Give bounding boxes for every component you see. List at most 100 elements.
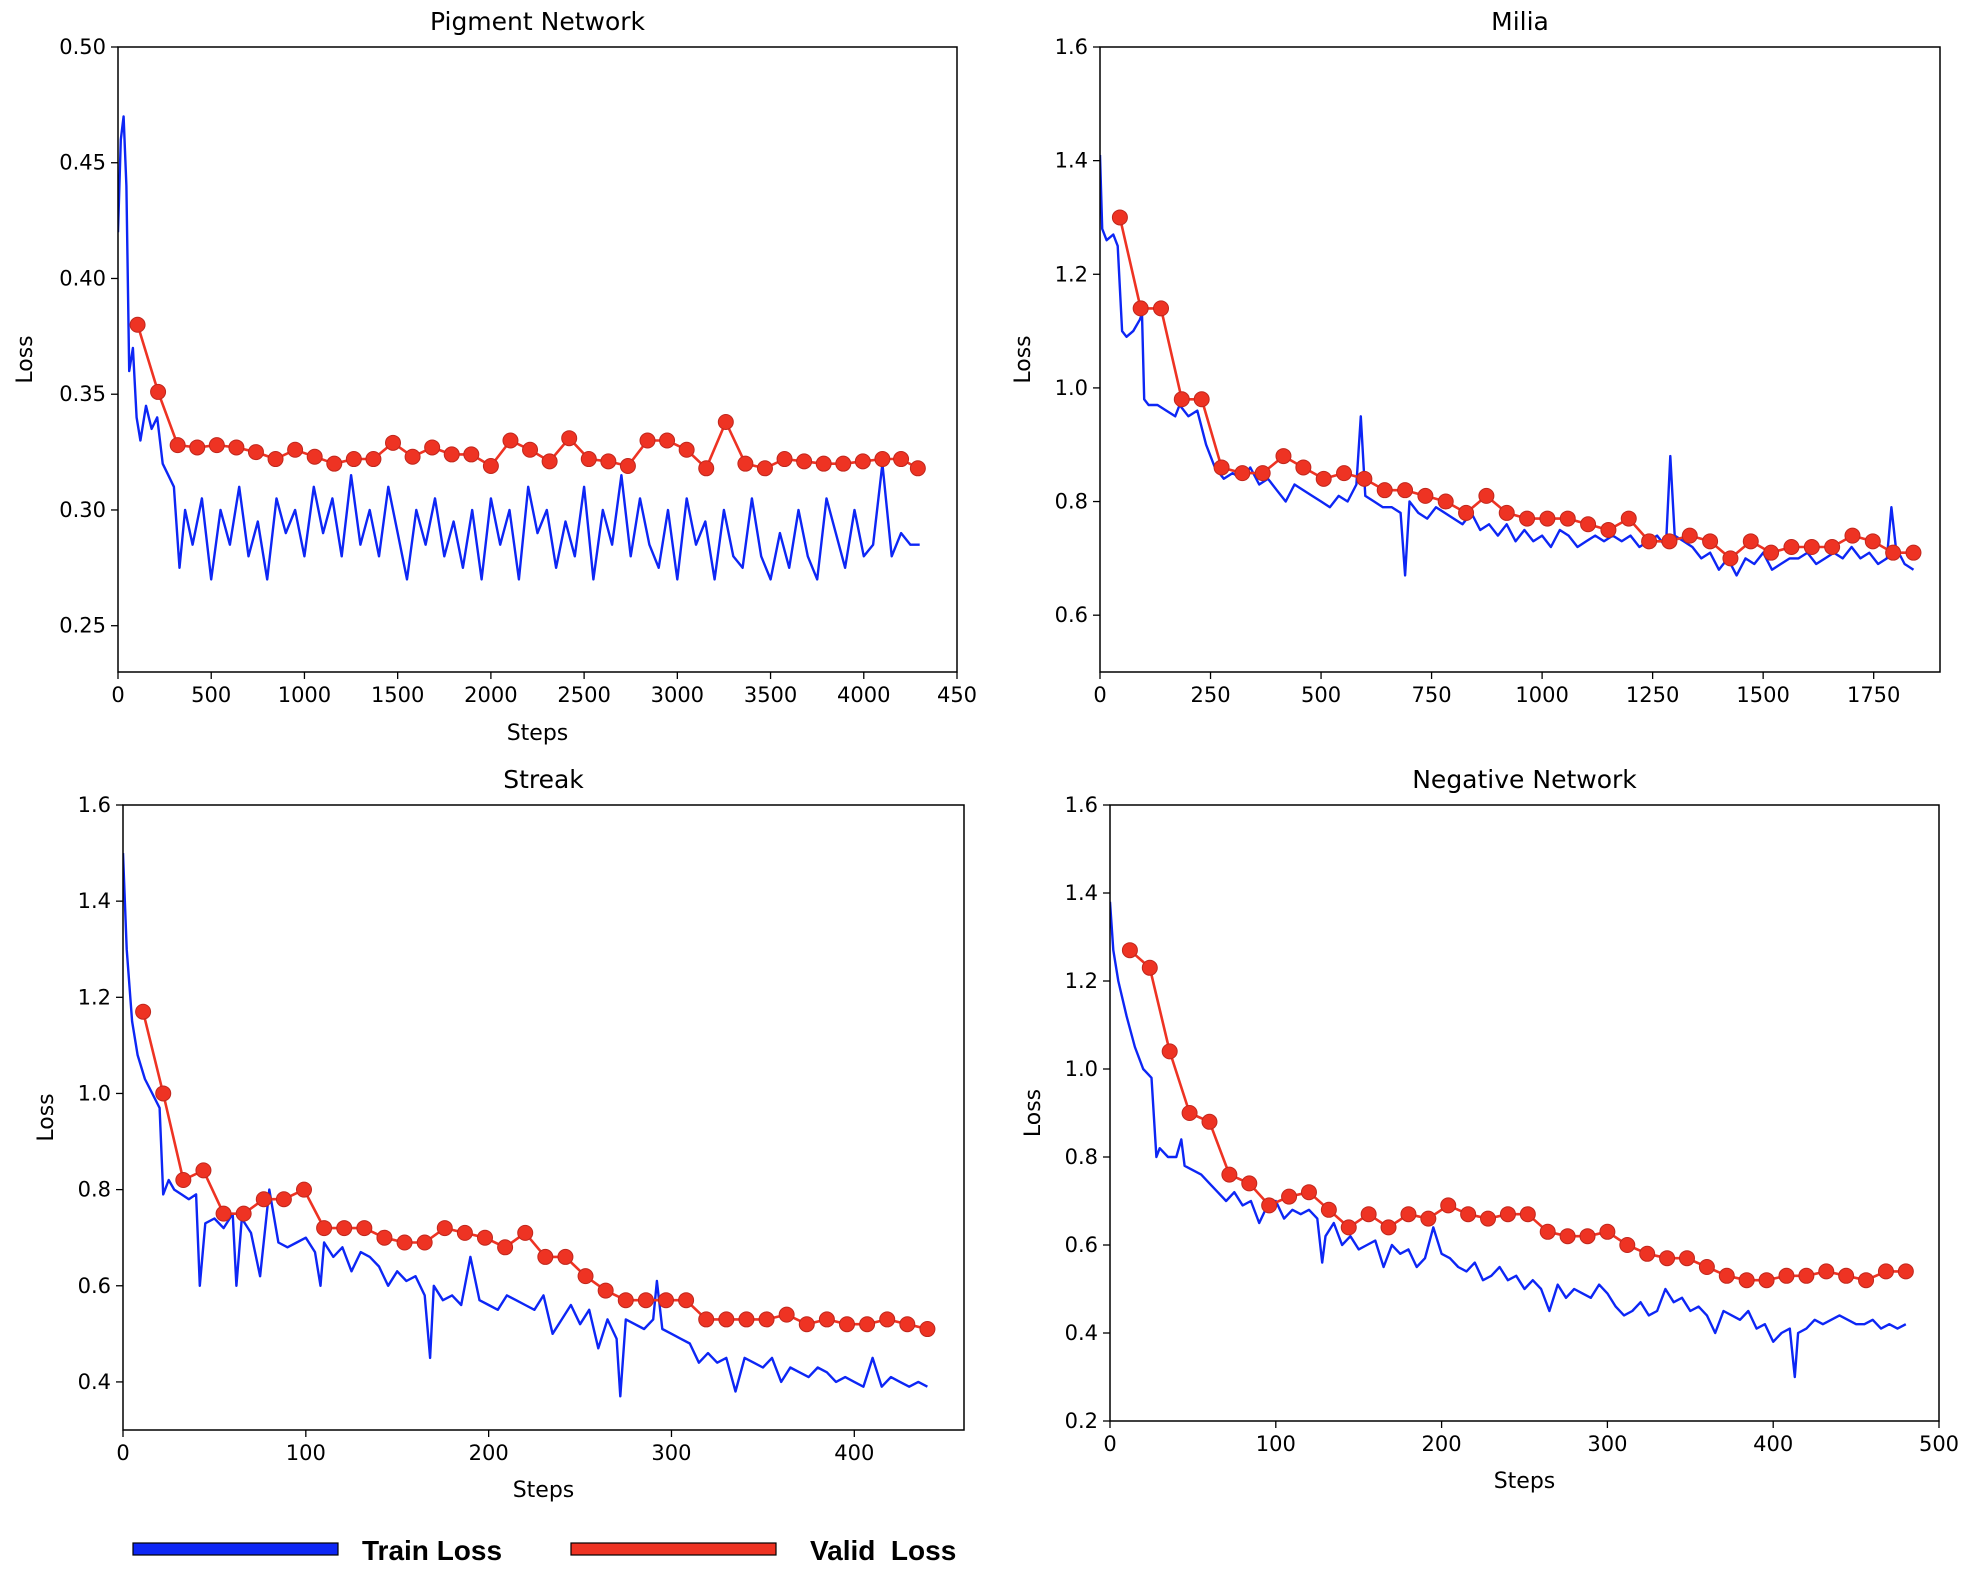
valid-loss-point (1173, 391, 1190, 408)
valid-loss-point (1201, 1113, 1218, 1130)
valid-loss-point (698, 1311, 715, 1328)
train-loss-line (118, 115, 920, 581)
valid-loss-point (1877, 1263, 1894, 1280)
valid-loss-point (1580, 516, 1597, 533)
valid-loss-point (796, 453, 813, 470)
legend-train: Train Loss (132, 1535, 502, 1566)
x-axis-label: Steps (507, 721, 569, 746)
valid-loss-point (1478, 487, 1495, 504)
x-axis-label: Steps (513, 1478, 575, 1503)
valid-loss-point (1661, 533, 1678, 550)
y-tick-label: 1.6 (78, 793, 111, 817)
legend-valid-label: Valid Loss (810, 1535, 956, 1566)
valid-loss-point (316, 1220, 333, 1237)
valid-loss-point (718, 1311, 735, 1328)
x-tick-label: 1000 (1515, 683, 1568, 707)
valid-loss-point (909, 460, 926, 477)
valid-loss-point (1763, 544, 1780, 561)
valid-loss-point (1460, 1206, 1477, 1223)
valid-loss-point (1539, 1223, 1556, 1240)
x-tick-label: 1000 (278, 683, 331, 707)
plot-frame (117, 46, 958, 673)
valid-loss-point (150, 383, 167, 400)
valid-loss-point (1181, 1105, 1198, 1121)
valid-loss-point (1234, 465, 1251, 482)
x-tick-label: 500 (191, 683, 231, 707)
valid-loss-point (1440, 1197, 1457, 1214)
y-tick-label: 1.0 (1055, 376, 1088, 400)
valid-loss-point (1221, 1166, 1238, 1183)
x-tick-label: 500 (1919, 1432, 1959, 1456)
valid-loss-point (874, 451, 891, 468)
valid-loss-point (189, 439, 206, 456)
x-tick-label: 200 (469, 1441, 509, 1465)
valid-loss-point (737, 455, 754, 472)
valid-loss-point (376, 1229, 393, 1246)
chart-2: Milia 0 250 500 750 1000 1250 1500 1750 0.6 0.8 1.0… (1011, 7, 1941, 707)
valid-loss-point (798, 1316, 815, 1333)
valid-loss-point (1111, 209, 1128, 226)
x-tick-label: 750 (1412, 683, 1452, 707)
valid-loss-point (1798, 1267, 1815, 1284)
valid-loss-point (247, 444, 264, 461)
y-axis-label: Loss (1021, 1089, 1046, 1137)
x-tick-label: 0 (111, 683, 124, 707)
valid-loss-point (659, 432, 676, 449)
valid-loss-point (1599, 1223, 1616, 1240)
valid-loss-point (497, 1239, 514, 1256)
valid-loss-point (195, 1162, 212, 1179)
valid-loss-point (1300, 1184, 1317, 1201)
y-tick-label: 0.8 (78, 1178, 111, 1202)
valid-loss-point (899, 1316, 916, 1333)
valid-loss-point (306, 448, 323, 465)
valid-loss-point (1783, 539, 1800, 555)
valid-loss-point (424, 439, 441, 456)
y-tick-label: 0.45 (59, 151, 106, 175)
x-tick-label: 3500 (744, 683, 797, 707)
plot-frame (1109, 804, 1940, 1422)
valid-loss-point (356, 1220, 373, 1237)
valid-loss-point (541, 453, 558, 470)
x-tick-label: 200 (1422, 1432, 1462, 1456)
valid-loss-point (561, 430, 578, 447)
valid-loss-point (1132, 300, 1149, 317)
x-tick-label: 1500 (1736, 683, 1789, 707)
valid-loss-point (1600, 521, 1617, 538)
valid-loss-point (639, 432, 656, 449)
valid-loss-point (155, 1085, 172, 1102)
x-tick-label: 4000 (837, 683, 890, 707)
valid-loss-point (1153, 300, 1170, 317)
plot-frame (1099, 46, 1941, 673)
valid-loss-point (463, 446, 480, 463)
train-loss-line (1100, 154, 1915, 577)
valid-loss-point (1681, 527, 1698, 544)
valid-loss-point (456, 1224, 473, 1241)
y-axis-label: Loss (13, 335, 38, 383)
legend-valid-swatch (570, 1542, 777, 1556)
valid-loss-point (1702, 533, 1719, 550)
valid-loss-point (580, 451, 597, 468)
valid-loss-point (443, 446, 460, 463)
series-layer (123, 853, 936, 1398)
valid-loss-point (436, 1220, 453, 1237)
valid-loss-point (537, 1248, 554, 1265)
legend-train-swatch (132, 1542, 339, 1556)
valid-loss-point (295, 1181, 312, 1198)
x-tick-label: 2500 (557, 683, 610, 707)
valid-loss-point (169, 437, 186, 454)
y-tick-label: 1.4 (1065, 881, 1098, 905)
valid-loss-point (1241, 1175, 1258, 1192)
valid-loss-point (1498, 504, 1515, 521)
y-tick-label: 0.8 (1065, 1145, 1098, 1169)
x-tick-label: 100 (1256, 1432, 1296, 1456)
train-loss-line (1110, 901, 1907, 1379)
valid-loss-point (1758, 1272, 1775, 1289)
y-tick-label: 0.40 (59, 266, 106, 290)
valid-loss-point (1417, 487, 1434, 504)
valid-loss-point (1420, 1210, 1437, 1227)
series-layer (1110, 901, 1914, 1379)
valid-loss-point (838, 1316, 855, 1333)
valid-loss-point (854, 453, 871, 470)
y-tick-label: 0.2 (1065, 1409, 1098, 1433)
